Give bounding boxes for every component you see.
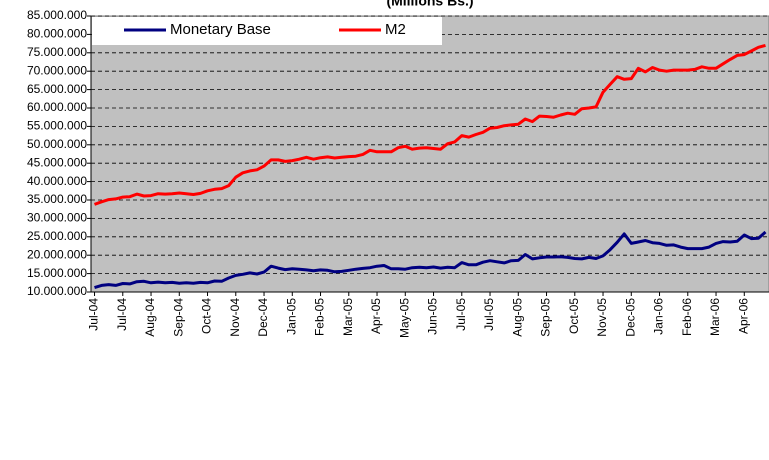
x-tick-label: May-05: [397, 298, 411, 338]
x-tick-label: Jul-05: [454, 298, 468, 331]
plot-area: [90, 15, 769, 293]
y-tick-label: 25.000.000: [27, 229, 87, 243]
x-tick-label: Dec-04: [256, 298, 270, 337]
x-tick-label: Oct-04: [200, 298, 214, 334]
x-tick-label: Nov-05: [595, 298, 609, 337]
y-tick-label: 70.000.000: [27, 63, 87, 77]
x-tick-label: Jun-05: [426, 298, 440, 335]
x-tick-label: Sep-04: [171, 298, 185, 337]
x-tick-label: Jan-06: [652, 298, 666, 335]
y-tick-label: 30.000.000: [27, 211, 87, 225]
y-tick-label: 50.000.000: [27, 137, 87, 151]
x-tick-label: Aug-05: [510, 298, 524, 337]
y-tick-label: 80.000.000: [27, 27, 87, 41]
y-tick-label: 55.000.000: [27, 119, 87, 133]
x-tick-label: Jul-04: [115, 298, 129, 331]
y-tick-label: 65.000.000: [27, 82, 87, 96]
x-tick-label: Sep-05: [539, 298, 553, 337]
x-tick-label: Feb-05: [313, 298, 327, 336]
x-tick-label: Jul-04: [87, 298, 101, 331]
y-tick-label: 15.000.000: [27, 266, 87, 280]
series-line: [93, 43, 766, 206]
legend-label: M2: [385, 21, 406, 38]
x-tick-label: Jul-05: [482, 298, 496, 331]
x-tick-label: Nov-04: [228, 298, 242, 337]
y-tick-label: 35.000.000: [27, 192, 87, 206]
y-tick-label: 20.000.000: [27, 247, 87, 261]
x-tick-label: Mar-05: [341, 298, 355, 336]
y-tick-label: 85.000.000: [27, 8, 87, 22]
y-tick-label: 10.000.000: [27, 284, 87, 298]
legend-label: Monetary Base: [170, 21, 271, 38]
y-tick-label: 75.000.000: [27, 45, 87, 59]
x-tick-label: Feb-06: [680, 298, 694, 336]
x-tick-label: Apr-05: [369, 298, 383, 334]
y-tick-label: 40.000.000: [27, 174, 87, 188]
series-line: [94, 230, 767, 290]
y-tick-label: 45.000.000: [27, 155, 87, 169]
x-tick-label: Apr-06: [736, 298, 750, 334]
x-tick-label: Jan-05: [284, 298, 298, 335]
x-tick-label: Dec-05: [623, 298, 637, 337]
chart-title: (Millions Bs.): [386, 0, 473, 9]
y-tick-label: 60.000.000: [27, 100, 87, 114]
x-tick-label: Oct-05: [567, 298, 581, 334]
x-tick-label: Mar-06: [708, 298, 722, 336]
x-tick-label: Aug-04: [143, 298, 157, 337]
